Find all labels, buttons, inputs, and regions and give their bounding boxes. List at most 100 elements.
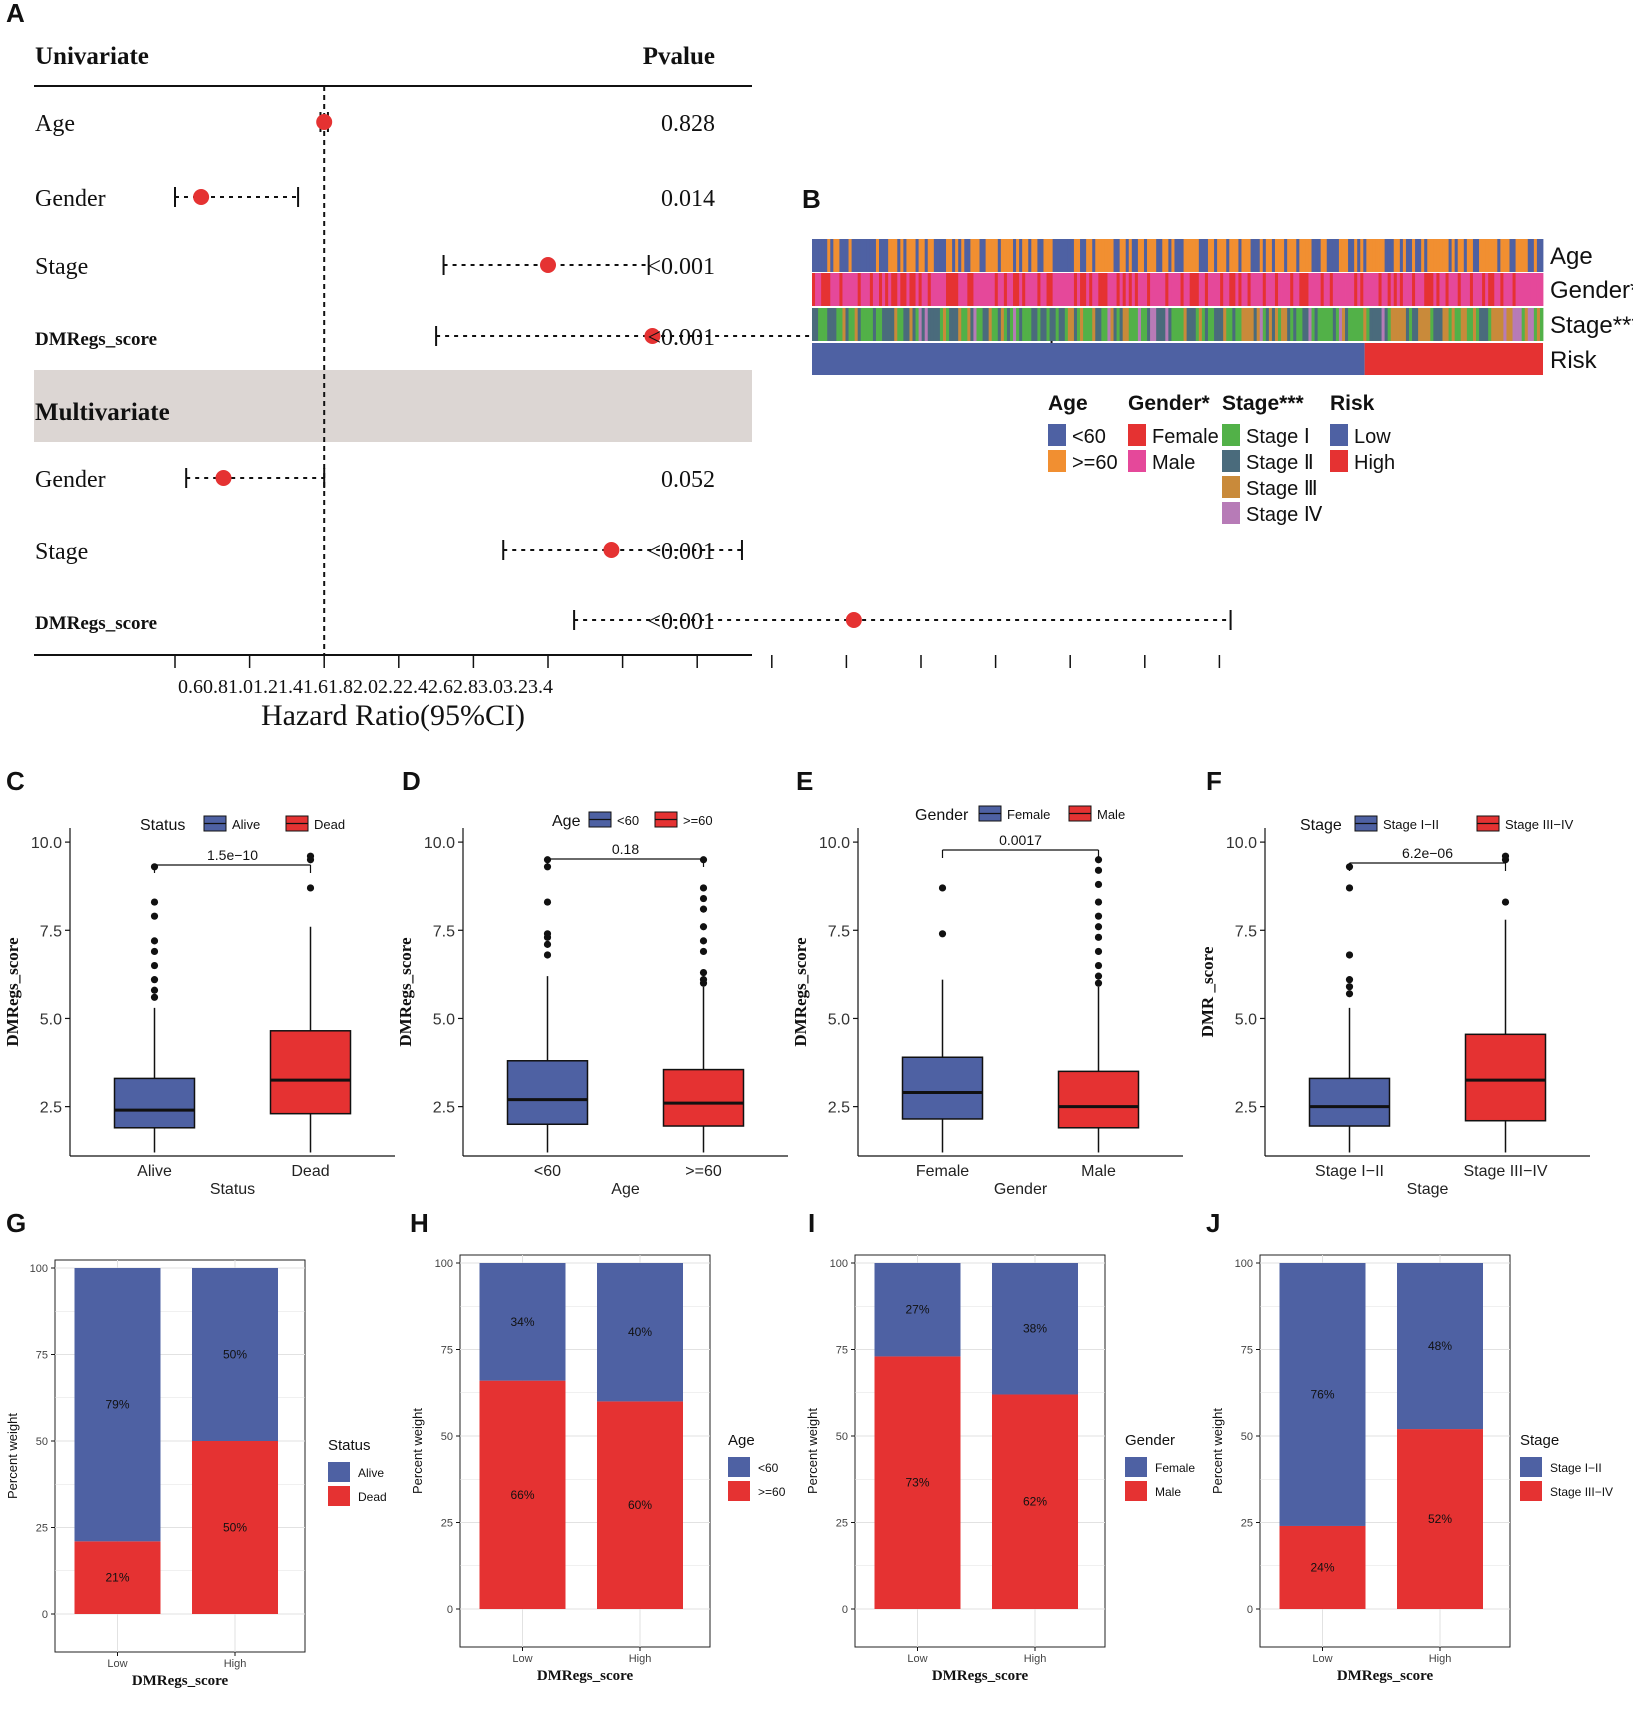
- stacked-bar-g: 0 25 50 75 100 Percent weight 79% 21% Low 50% 50% H…: [5, 1259, 387, 1689]
- heatmap-cell-stage: [1165, 308, 1169, 341]
- multivariate-row-2-label: DMRegs_score: [35, 613, 157, 634]
- heatmap-cell-gender: [1387, 273, 1392, 306]
- heatmap-cell-age: [857, 239, 862, 272]
- heatmap-cell-stage: [1211, 308, 1215, 341]
- heatmap-cell-age: [1479, 239, 1483, 272]
- heatmap-cell-stage: [818, 308, 822, 341]
- stacked-bar-segment-Stage III−IV: [1397, 1429, 1483, 1609]
- heatmap-cell-gender: [888, 273, 892, 306]
- heatmap-cell-age: [1500, 239, 1504, 272]
- panel-label-g: G: [6, 1208, 26, 1238]
- heatmap-cell-stage: [955, 308, 959, 341]
- heatmap-cell-stage: [1512, 308, 1516, 341]
- boxplot-box-1-outlier: [1094, 961, 1103, 970]
- heatmap-legend-label: >=60: [1072, 452, 1118, 474]
- stacked-bar-y-tick-label: 0: [842, 1604, 848, 1616]
- heatmap-cell-gender: [1497, 273, 1501, 306]
- boxplot-legend: Status Alive Dead: [140, 815, 345, 834]
- stacked-bar-x-tick-label: High: [1429, 1653, 1452, 1665]
- heatmap-cell-stage: [875, 308, 880, 341]
- heatmap-cell-stage: [851, 308, 856, 341]
- heatmap-cell-gender: [833, 273, 837, 306]
- boxplot-box-1: [269, 1030, 352, 1115]
- stacked-bar-y-tick-label: 25: [441, 1518, 453, 1530]
- heatmap-cell-gender: [1418, 273, 1422, 306]
- boxplot-box-1-outlier: [1094, 866, 1103, 874]
- boxplot-box-0-outlier: [150, 947, 159, 956]
- heatmap-cell-age: [1497, 239, 1501, 272]
- heatmap-cell-age: [1384, 239, 1389, 272]
- heatmap-cell-age: [1177, 239, 1181, 272]
- boxplot-x-label: Gender: [994, 1181, 1048, 1198]
- heatmap-cell-gender: [1080, 273, 1084, 306]
- heatmap-cell-gender: [1016, 273, 1020, 306]
- heatmap-cell-age: [1448, 239, 1453, 272]
- heatmap-cell-age: [946, 239, 950, 272]
- panel-label-f: F: [1206, 766, 1222, 796]
- heatmap-cell-stage: [827, 308, 831, 341]
- heatmap-cell-age: [1238, 239, 1242, 272]
- stacked-bar-value-label: 50%: [223, 1521, 247, 1535]
- heatmap-cell-age: [1232, 239, 1236, 272]
- panel-label-b: B: [802, 184, 821, 214]
- heatmap-cell-gender: [1314, 273, 1319, 306]
- heatmap-cell-stage: [1372, 308, 1376, 341]
- stacked-bar-y-label: Percent weight: [805, 1408, 820, 1494]
- boxplot-legend-title: Status: [140, 817, 185, 834]
- heatmap-cell-age: [1278, 239, 1282, 272]
- heatmap-cell-stage: [1281, 308, 1285, 341]
- heatmap-cell-stage: [1442, 308, 1446, 341]
- boxplot-box-1-outlier: [1094, 898, 1103, 906]
- boxplot-box-1-outlier: [699, 937, 708, 945]
- boxplot-y-tick-label: 5.0: [828, 1011, 850, 1028]
- heatmap-cell-gender: [1226, 273, 1230, 306]
- heatmap-cell-stage: [821, 308, 825, 341]
- heatmap-cell-age: [942, 239, 947, 272]
- heatmap-row-label-2: Stage***: [1550, 312, 1633, 339]
- heatmap-cell-gender: [1287, 273, 1291, 306]
- heatmap-cell-stage: [830, 308, 834, 341]
- heatmap-cell-stage: [1500, 308, 1504, 341]
- heatmap-cell-gender: [936, 273, 941, 306]
- heatmap-cell-gender: [1378, 273, 1382, 306]
- heatmap-cell-gender: [1122, 273, 1127, 306]
- heatmap-cell-age: [988, 239, 993, 272]
- heatmap-cell-stage: [1052, 308, 1057, 341]
- heatmap-cell-gender: [1433, 273, 1437, 306]
- heatmap-cell-gender: [979, 273, 983, 306]
- stacked-bar-y-tick-label: 0: [42, 1609, 48, 1621]
- heatmap-cell-gender: [1290, 273, 1294, 306]
- stacked-bar-value-label: 48%: [1428, 1339, 1452, 1353]
- stacked-bar-value-label: 60%: [628, 1498, 652, 1512]
- stacked-bar-x-tick-label: Low: [512, 1653, 532, 1665]
- boxplot-y-label: DMRegs_score: [791, 937, 810, 1047]
- heatmap-cell-gender: [1469, 273, 1474, 306]
- heatmap-cell-gender: [1247, 273, 1251, 306]
- stacked-bar-legend-label: Alive: [358, 1466, 384, 1480]
- sig-pvalue: 0.18: [612, 841, 639, 857]
- heatmap-cell-age: [1092, 239, 1096, 272]
- univariate-header: Univariate: [35, 43, 149, 70]
- heatmap-cell-stage: [897, 308, 901, 341]
- heatmap-cell-stage: [1491, 308, 1495, 341]
- boxplot-legend: Gender Female Male: [915, 805, 1125, 824]
- heatmap-cell-age: [1046, 239, 1050, 272]
- heatmap-cell-gender: [1104, 273, 1108, 306]
- heatmap-legend-label: High: [1354, 452, 1395, 474]
- boxplot-y-tick-label: 7.5: [828, 923, 850, 940]
- heatmap-cell-age: [1070, 239, 1075, 272]
- stacked-bar-segment-Female: [992, 1263, 1078, 1395]
- heatmap-cell-gender: [1140, 273, 1145, 306]
- heatmap-cell-age: [1348, 239, 1352, 272]
- heatmap-cell-stage: [1217, 308, 1221, 341]
- heatmap-cell-age: [885, 239, 889, 272]
- heatmap-cell-gender: [1168, 273, 1172, 306]
- heatmap-cell-gender: [1034, 273, 1038, 306]
- heatmap-cell-age: [1083, 239, 1087, 272]
- panel-label-h: H: [410, 1208, 429, 1238]
- heatmap-cell-stage: [1183, 308, 1188, 341]
- heatmap-cell-stage: [1451, 308, 1456, 341]
- heatmap-cell-stage: [1134, 308, 1139, 341]
- heatmap-cell-age: [1451, 239, 1456, 272]
- heatmap-cell-gender: [866, 273, 871, 306]
